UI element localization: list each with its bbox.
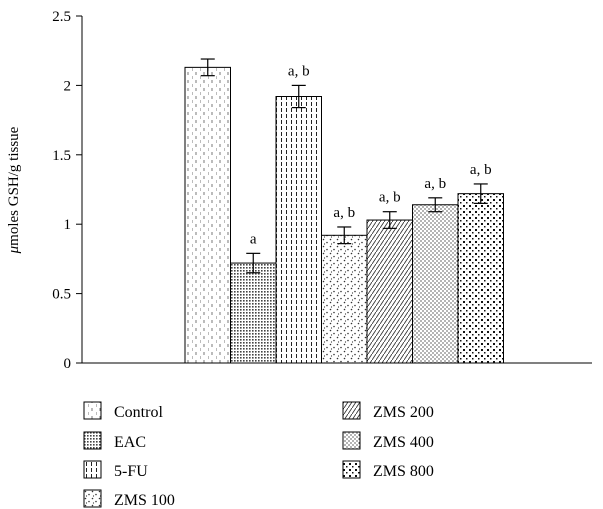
y-tick-label: 2.5	[52, 9, 71, 25]
significance-label: a, b	[424, 176, 446, 192]
y-axis-label: μmoles GSH/g tissue	[6, 126, 22, 254]
y-axis-ticks: 0 0.5 1 1.5 2 2.5	[52, 9, 82, 372]
bar-eac	[230, 262, 277, 364]
significance-label: a, b	[333, 205, 355, 221]
legend-swatch	[83, 401, 102, 420]
legend-swatch	[83, 489, 102, 508]
bar-zms-100	[321, 234, 368, 364]
legend-swatch	[83, 460, 102, 479]
significance-label: a, b	[470, 162, 492, 178]
legend-swatch	[342, 460, 361, 479]
legend-swatch	[342, 431, 361, 450]
legend-label: ZMS 400	[373, 434, 434, 451]
bars-group: a a, b a, b a, b a, b a, b	[184, 58, 504, 364]
significance-label: a, b	[288, 63, 310, 79]
legend-swatch	[83, 431, 102, 450]
y-tick-label: 1	[64, 217, 72, 233]
legend-label: Control	[114, 404, 163, 421]
bar-5-fu	[275, 96, 322, 364]
significance-label: a	[250, 231, 257, 247]
legend-label: 5-FU	[114, 463, 148, 480]
y-tick-label: 1.5	[52, 148, 71, 164]
y-tick-label: 2	[64, 78, 72, 94]
legend-label: ZMS 200	[373, 404, 434, 421]
legend-label: ZMS 100	[114, 492, 175, 509]
bar-zms-200	[366, 219, 413, 364]
y-tick-label: 0.5	[52, 287, 71, 303]
y-tick-label: 0	[64, 356, 72, 372]
significance-label: a, b	[379, 190, 401, 206]
legend-label: ZMS 800	[373, 463, 434, 480]
bar-zms-800	[457, 193, 504, 364]
legend-swatch	[342, 401, 361, 420]
legend-label: EAC	[114, 434, 146, 451]
bar-control	[184, 66, 231, 364]
legend: Control EAC 5-FU ZMS 100 ZMS 200 ZMS 400 ZMS 8…	[83, 401, 434, 509]
bar-zms-400	[412, 204, 459, 364]
